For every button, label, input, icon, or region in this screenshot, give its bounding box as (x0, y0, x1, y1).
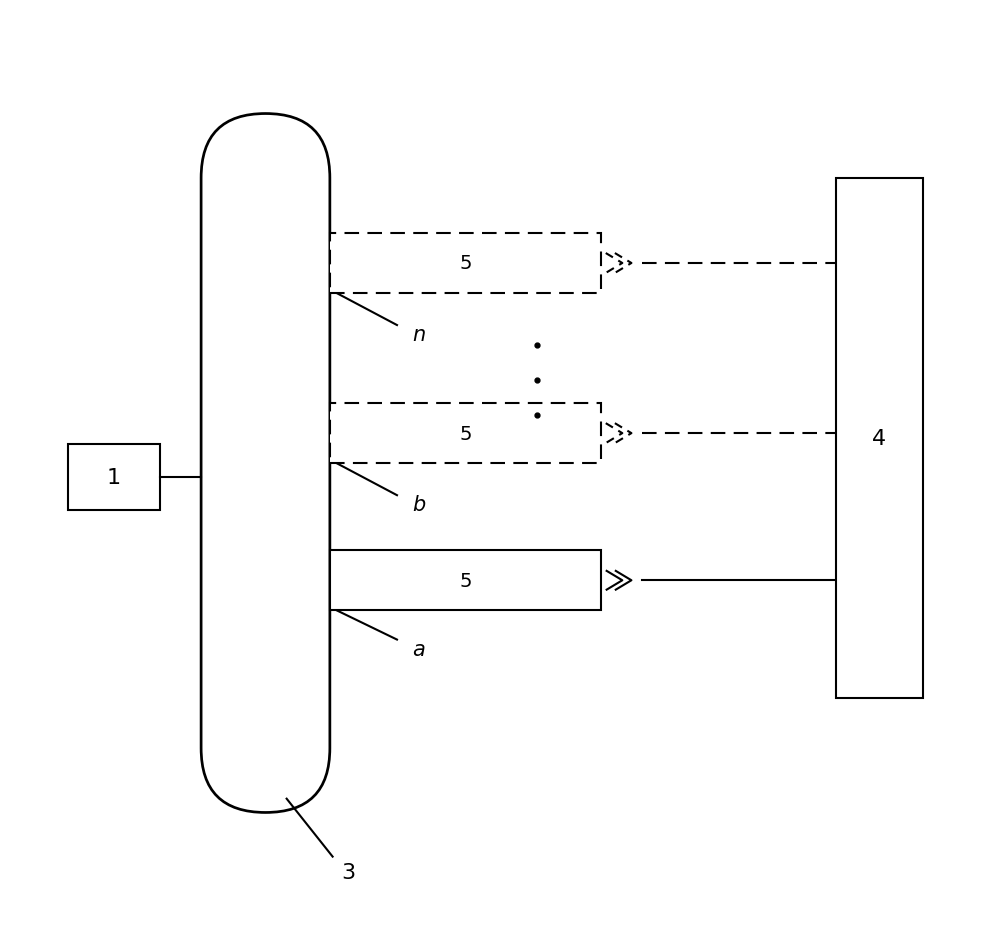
Text: 3: 3 (341, 862, 355, 883)
Bar (330, 551, 601, 611)
Text: b: b (413, 495, 426, 514)
Text: 5: 5 (459, 425, 472, 443)
Bar (330, 234, 601, 294)
Text: n: n (413, 324, 426, 345)
FancyBboxPatch shape (201, 114, 330, 813)
Bar (68, 444, 160, 511)
Text: a: a (413, 639, 425, 659)
Bar (836, 179, 923, 698)
Text: 5: 5 (459, 571, 472, 590)
Text: 5: 5 (459, 254, 472, 273)
Text: 4: 4 (872, 428, 886, 449)
Text: 1: 1 (107, 467, 121, 488)
Bar (330, 404, 601, 464)
